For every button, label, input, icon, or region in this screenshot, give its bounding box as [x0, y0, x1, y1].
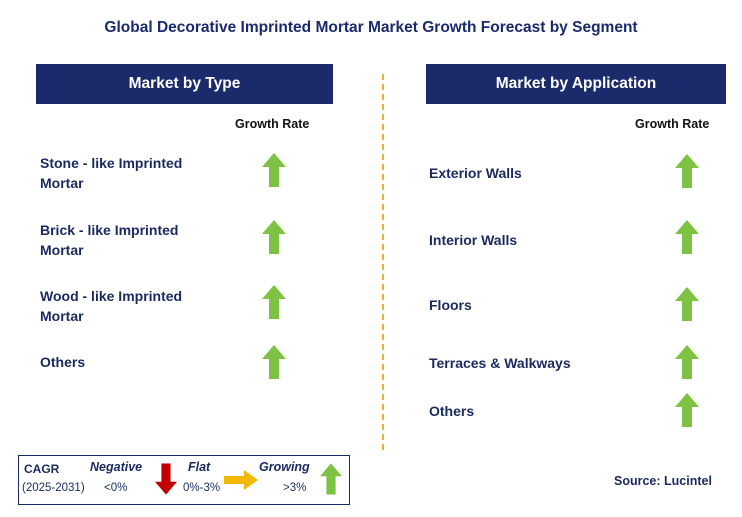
growing-arrow-up-icon [262, 220, 286, 254]
growing-arrow-up-icon [675, 393, 699, 427]
growing-arrow-up-icon [320, 463, 342, 495]
application-item-terraces-walkways: Terraces & Walkways [429, 355, 571, 371]
type-item-brick-line2: Mortar [40, 242, 84, 258]
flat-arrow-right-icon [224, 470, 258, 490]
type-item-stone-line1: Stone - like Imprinted [40, 155, 183, 171]
application-item-floors: Floors [429, 297, 472, 313]
type-header: Market by Type [36, 64, 333, 104]
legend-negative-range: <0% [104, 482, 128, 494]
type-item-brick-line1: Brick - like Imprinted [40, 222, 179, 238]
application-growth-rate-label: Growth Rate [635, 117, 710, 131]
type-header-label: Market by Type [128, 75, 241, 92]
legend-flat-label: Flat [188, 460, 211, 474]
cagr-legend [18, 455, 350, 505]
negative-arrow-down-icon [155, 463, 177, 495]
type-item-others: Others [40, 354, 86, 370]
application-item-exterior-walls: Exterior Walls [429, 165, 522, 181]
type-item-wood: Wood - like Imprinted Mortar [40, 286, 182, 326]
type-growth-rate-label: Growth Rate [235, 117, 310, 131]
growing-arrow-up-icon [675, 287, 699, 321]
type-item-wood-line2: Mortar [40, 308, 84, 324]
legend-growing-label: Growing [259, 460, 310, 474]
legend-flat-range: 0%-3% [183, 482, 221, 494]
type-item-wood-line1: Wood - like Imprinted [40, 288, 183, 304]
legend-period: (2025-2031) [22, 482, 85, 494]
legend-cagr-label: CAGR [24, 462, 60, 476]
growing-arrow-up-icon [675, 154, 699, 188]
page-title: Global Decorative Imprinted Mortar Marke… [104, 19, 638, 36]
type-item-stone-line2: Mortar [40, 175, 84, 191]
growing-arrow-up-icon [262, 153, 286, 187]
growing-arrow-up-icon [262, 345, 286, 379]
source-note: Source: Lucintel [614, 474, 712, 488]
application-item-interior-walls: Interior Walls [429, 232, 518, 248]
growing-arrow-up-icon [262, 285, 286, 319]
legend-negative-label: Negative [90, 460, 143, 474]
legend-growing-range: >3% [283, 482, 307, 494]
panel-divider [382, 74, 384, 450]
growing-arrow-up-icon [675, 220, 699, 254]
application-item-others: Others [429, 403, 475, 419]
application-header: Market by Application [426, 64, 726, 104]
type-item-brick: Brick - like Imprinted Mortar [40, 220, 178, 260]
application-header-label: Market by Application [495, 75, 657, 92]
type-item-stone: Stone - like Imprinted Mortar [40, 153, 182, 193]
growing-arrow-up-icon [675, 345, 699, 379]
